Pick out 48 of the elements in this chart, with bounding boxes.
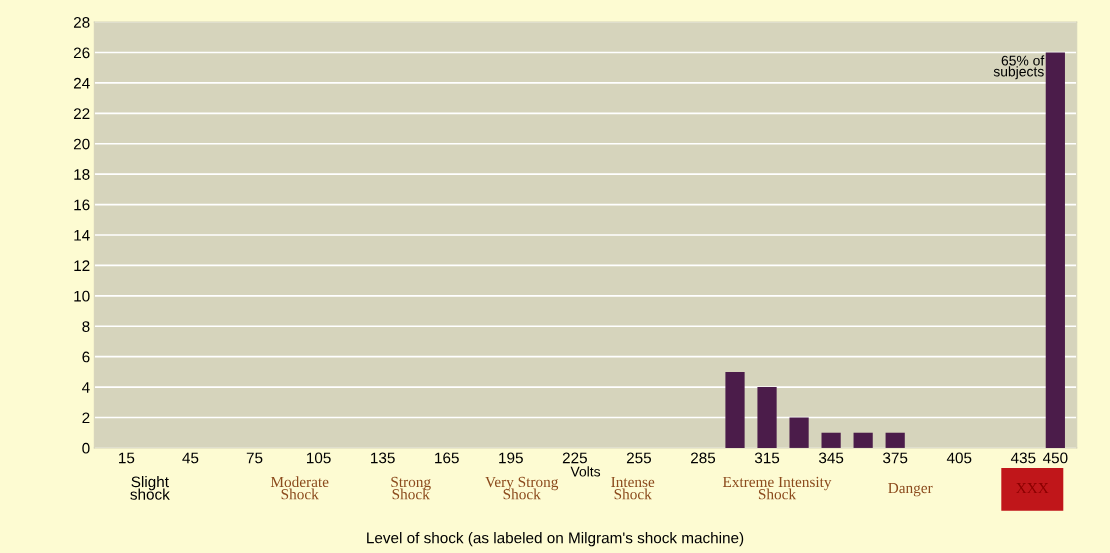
y-tick-label: 6 [82, 351, 90, 363]
y-tick-label: 26 [73, 47, 90, 59]
y-tick-label: 4 [82, 382, 90, 393]
x-tick-label: 135 [371, 452, 395, 464]
y-tick-label: 12 [74, 260, 90, 271]
x-tick-label: 375 [883, 452, 908, 464]
text: Extreme Intensity Shock [722, 476, 832, 500]
y-tick-label: 0 [82, 442, 90, 454]
x-tick-label: 315 [754, 452, 780, 464]
text: Intense Shock [611, 476, 655, 500]
x-tick-label: 285 [691, 452, 716, 464]
text: Slight shock [130, 475, 170, 500]
x-tick-label: 45 [182, 452, 199, 464]
text: Moderate Shock [270, 476, 329, 500]
bar [725, 371, 745, 448]
x-tick-label: 450 [1042, 452, 1068, 464]
x-tick-label: 75 [246, 452, 263, 464]
bar [1045, 52, 1065, 448]
y-tick-label: 22 [73, 108, 90, 119]
y-tick-label: 8 [82, 321, 90, 332]
x-tick-label: 105 [307, 452, 331, 464]
text: Danger [888, 483, 933, 497]
x-tick-label: 345 [818, 452, 844, 464]
bar [789, 417, 809, 448]
x-tick-label: 255 [626, 452, 652, 464]
x-axis-title: Volts [570, 466, 601, 477]
annotation: 65% of subjects [993, 55, 1045, 80]
x-tick-label: 225 [562, 452, 587, 464]
y-tick-label: 28 [73, 16, 90, 28]
x-tick-label: 195 [499, 452, 523, 464]
x-tick-label: 15 [119, 452, 135, 464]
y-tick-label: 24 [73, 77, 90, 89]
bar [885, 432, 905, 448]
text: Very Strong Shock [485, 476, 559, 500]
bar [821, 432, 841, 448]
y-tick-label: 14 [74, 230, 90, 241]
text: Strong Shock [391, 476, 431, 500]
y-tick-label: 16 [74, 199, 90, 211]
bar [757, 387, 777, 448]
x-tick-label: 405 [946, 452, 972, 464]
y-tick-label: 2 [82, 412, 90, 424]
text: Level of shock (as labeled on Milgram's shock machine) [367, 532, 744, 547]
bar [853, 432, 873, 448]
y-tick-label: 10 [74, 290, 90, 302]
x-tick-label: 435 [1010, 452, 1036, 464]
y-tick-label: 18 [74, 169, 90, 180]
x-tick-label: 165 [435, 452, 459, 464]
y-tick-label: 20 [73, 138, 90, 150]
